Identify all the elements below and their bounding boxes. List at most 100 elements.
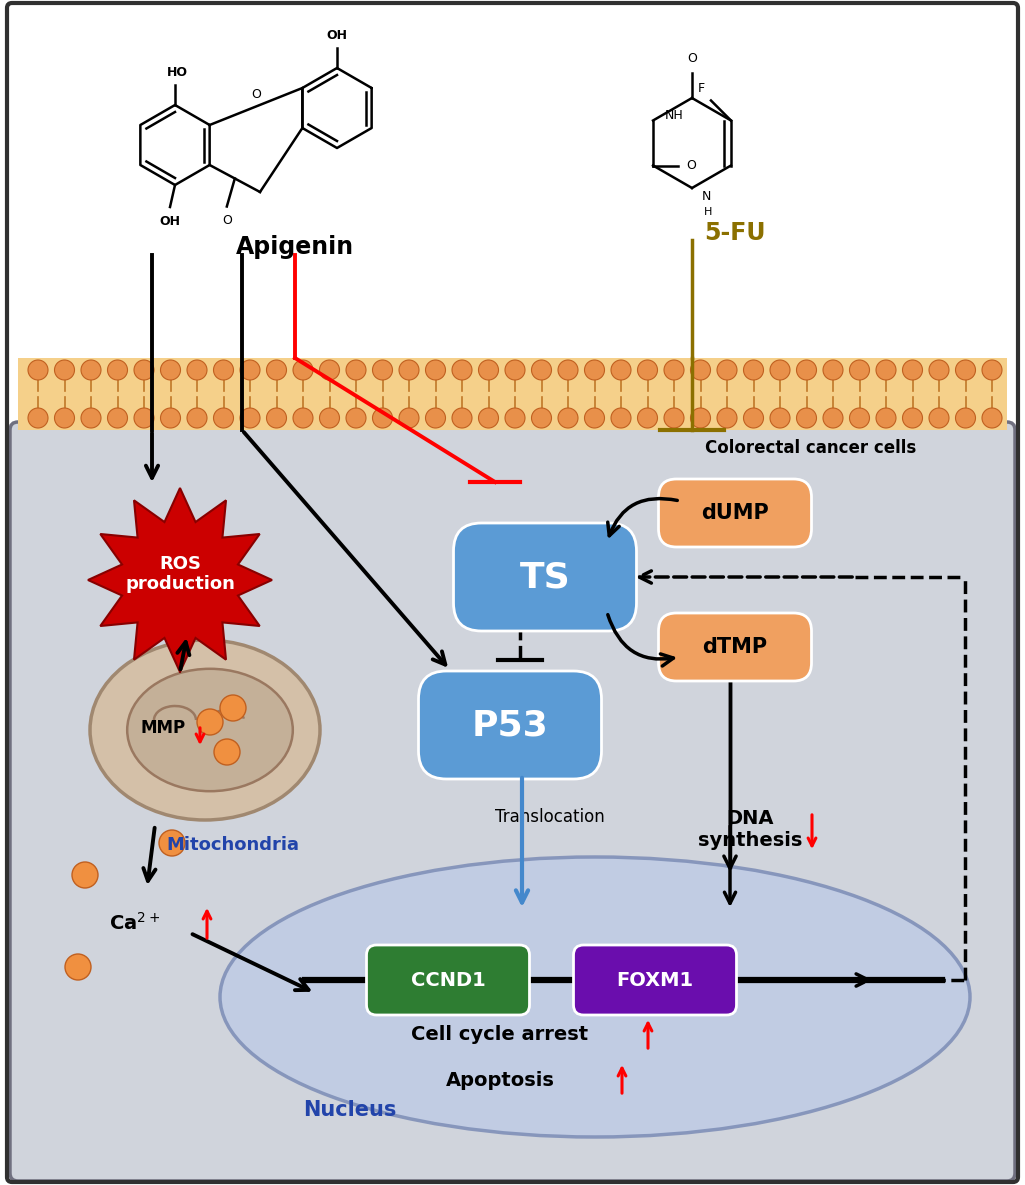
Circle shape bbox=[134, 360, 154, 380]
Text: Ca$^{2+}$: Ca$^{2+}$ bbox=[110, 912, 161, 934]
Text: DNA
synthesis: DNA synthesis bbox=[698, 809, 803, 851]
Text: dTMP: dTMP bbox=[702, 638, 768, 656]
Circle shape bbox=[399, 360, 419, 380]
Circle shape bbox=[743, 408, 764, 428]
Text: CCND1: CCND1 bbox=[411, 971, 486, 989]
Text: Apoptosis: Apoptosis bbox=[446, 1070, 555, 1089]
Circle shape bbox=[28, 408, 48, 428]
Circle shape bbox=[584, 360, 605, 380]
Circle shape bbox=[611, 408, 631, 428]
Circle shape bbox=[955, 408, 976, 428]
Circle shape bbox=[691, 360, 710, 380]
FancyBboxPatch shape bbox=[658, 479, 812, 547]
Text: NH: NH bbox=[665, 109, 684, 122]
Circle shape bbox=[213, 360, 234, 380]
Circle shape bbox=[611, 360, 631, 380]
Text: O: O bbox=[251, 89, 261, 102]
Circle shape bbox=[452, 408, 472, 428]
Circle shape bbox=[372, 408, 393, 428]
Circle shape bbox=[584, 408, 605, 428]
Circle shape bbox=[718, 408, 737, 428]
Circle shape bbox=[197, 709, 223, 735]
Circle shape bbox=[796, 408, 817, 428]
Circle shape bbox=[161, 408, 180, 428]
Circle shape bbox=[638, 408, 657, 428]
Text: O: O bbox=[221, 213, 232, 226]
Circle shape bbox=[558, 360, 578, 380]
Circle shape bbox=[929, 408, 949, 428]
Circle shape bbox=[372, 360, 393, 380]
Text: ROS
production: ROS production bbox=[125, 555, 235, 594]
FancyBboxPatch shape bbox=[658, 613, 812, 681]
Circle shape bbox=[479, 360, 498, 380]
Circle shape bbox=[293, 408, 313, 428]
Bar bbox=[18, 358, 1007, 430]
Circle shape bbox=[346, 360, 366, 380]
Text: OH: OH bbox=[327, 28, 347, 41]
Text: HO: HO bbox=[166, 66, 188, 79]
FancyBboxPatch shape bbox=[574, 944, 737, 1016]
Circle shape bbox=[108, 408, 127, 428]
Circle shape bbox=[929, 360, 949, 380]
Circle shape bbox=[902, 360, 922, 380]
FancyBboxPatch shape bbox=[367, 944, 530, 1016]
Circle shape bbox=[346, 408, 366, 428]
Circle shape bbox=[320, 360, 339, 380]
Text: 5-FU: 5-FU bbox=[704, 220, 766, 245]
Circle shape bbox=[108, 360, 127, 380]
Circle shape bbox=[982, 360, 1002, 380]
Text: F: F bbox=[698, 82, 705, 95]
Circle shape bbox=[187, 408, 207, 428]
Circle shape bbox=[796, 360, 817, 380]
Circle shape bbox=[664, 408, 684, 428]
Circle shape bbox=[134, 408, 154, 428]
Circle shape bbox=[532, 408, 551, 428]
Circle shape bbox=[425, 408, 446, 428]
Circle shape bbox=[452, 360, 472, 380]
Text: H: H bbox=[704, 207, 712, 217]
Bar bbox=[18, 12, 1007, 358]
Text: Translocation: Translocation bbox=[495, 808, 605, 826]
Text: O: O bbox=[686, 159, 696, 172]
Circle shape bbox=[558, 408, 578, 428]
Circle shape bbox=[213, 408, 234, 428]
Circle shape bbox=[876, 360, 896, 380]
Circle shape bbox=[743, 360, 764, 380]
Circle shape bbox=[72, 861, 98, 888]
Circle shape bbox=[532, 360, 551, 380]
Circle shape bbox=[214, 739, 240, 766]
Circle shape bbox=[505, 408, 525, 428]
Circle shape bbox=[81, 408, 101, 428]
Text: OH: OH bbox=[160, 214, 180, 228]
Circle shape bbox=[876, 408, 896, 428]
Circle shape bbox=[718, 360, 737, 380]
Circle shape bbox=[850, 408, 869, 428]
Circle shape bbox=[691, 408, 710, 428]
FancyBboxPatch shape bbox=[10, 422, 1015, 1181]
Circle shape bbox=[54, 360, 75, 380]
Circle shape bbox=[770, 408, 790, 428]
FancyBboxPatch shape bbox=[418, 671, 602, 779]
Circle shape bbox=[266, 408, 287, 428]
Circle shape bbox=[81, 360, 101, 380]
Circle shape bbox=[293, 360, 313, 380]
Circle shape bbox=[823, 408, 843, 428]
Circle shape bbox=[770, 360, 790, 380]
Polygon shape bbox=[88, 488, 272, 672]
Circle shape bbox=[65, 954, 91, 980]
Circle shape bbox=[479, 408, 498, 428]
Text: MMP: MMP bbox=[140, 719, 186, 737]
Text: TS: TS bbox=[520, 561, 570, 594]
Circle shape bbox=[425, 360, 446, 380]
Circle shape bbox=[54, 408, 75, 428]
Text: O: O bbox=[687, 52, 697, 65]
Circle shape bbox=[320, 408, 339, 428]
Circle shape bbox=[902, 408, 922, 428]
Text: Colorectal cancer cells: Colorectal cancer cells bbox=[705, 438, 916, 457]
Circle shape bbox=[240, 408, 260, 428]
Text: Cell cycle arrest: Cell cycle arrest bbox=[411, 1025, 588, 1044]
Circle shape bbox=[220, 694, 246, 720]
Text: Apigenin: Apigenin bbox=[236, 235, 354, 260]
Text: Nucleus: Nucleus bbox=[303, 1100, 397, 1120]
Text: Mitochondria: Mitochondria bbox=[166, 835, 299, 854]
